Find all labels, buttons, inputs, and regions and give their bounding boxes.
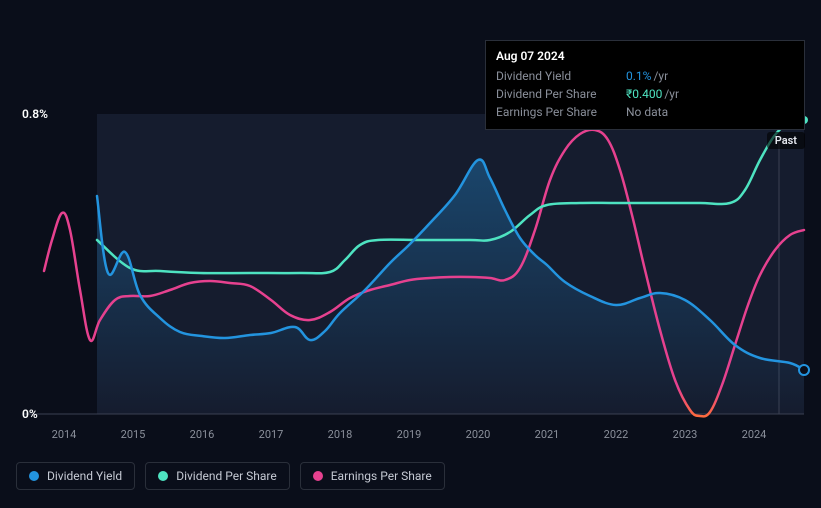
tooltip-date: Aug 07 2024 <box>496 49 794 63</box>
tooltip-row-dividend-per-share: Dividend Per Share ₹0.400 /yr <box>496 85 794 103</box>
tooltip-value: ₹0.400 <box>626 85 662 103</box>
xaxis-tick: 2015 <box>121 428 146 441</box>
xaxis-tick: 2016 <box>190 428 215 441</box>
xaxis-tick: 2018 <box>328 428 353 441</box>
xaxis-tick: 2019 <box>397 428 422 441</box>
xaxis-tick: 2017 <box>259 428 284 441</box>
legend-dot-icon <box>313 471 323 481</box>
legend-dot-icon <box>158 471 168 481</box>
legend-item-earnings-per-share[interactable]: Earnings Per Share <box>300 462 445 490</box>
legend-label: Dividend Yield <box>47 469 122 483</box>
xaxis-tick: 2024 <box>742 428 767 441</box>
yaxis-min-label: 0% <box>22 407 38 421</box>
legend-label: Earnings Per Share <box>331 469 432 483</box>
legend-dot-icon <box>29 471 39 481</box>
xaxis-tick: 2020 <box>466 428 491 441</box>
tooltip-value: No data <box>626 103 668 121</box>
legend-label: Dividend Per Share <box>176 469 277 483</box>
tooltip-label: Earnings Per Share <box>496 103 626 121</box>
legend-item-dividend-per-share[interactable]: Dividend Per Share <box>145 462 290 490</box>
xaxis-tick: 2023 <box>673 428 698 441</box>
yaxis-max-label: 0.8% <box>22 107 48 121</box>
tooltip-row-dividend-yield: Dividend Yield 0.1% /yr <box>496 67 794 85</box>
tooltip-unit: /yr <box>664 85 679 103</box>
xaxis-tick: 2021 <box>535 428 560 441</box>
tooltip-label: Dividend Yield <box>496 67 626 85</box>
legend-item-dividend-yield[interactable]: Dividend Yield <box>16 462 135 490</box>
tooltip-row-earnings-per-share: Earnings Per Share No data <box>496 103 794 121</box>
tooltip-label: Dividend Per Share <box>496 85 626 103</box>
dividend-chart: 0.8% 0% Past Aug 07 2024 Dividend Yield … <box>0 0 821 508</box>
xaxis-tick: 2014 <box>52 428 77 441</box>
tooltip-unit: /yr <box>653 67 668 85</box>
past-badge: Past <box>767 132 805 149</box>
xaxis-tick: 2022 <box>604 428 629 441</box>
tooltip-value: 0.1% <box>626 67 651 85</box>
xaxis: 2014 2015 2016 2017 2018 2019 2020 2021 2022 2023… <box>0 428 821 448</box>
chart-tooltip: Aug 07 2024 Dividend Yield 0.1% /yr Divi… <box>485 40 805 130</box>
chart-legend: Dividend Yield Dividend Per Share Earnings… <box>16 462 445 490</box>
